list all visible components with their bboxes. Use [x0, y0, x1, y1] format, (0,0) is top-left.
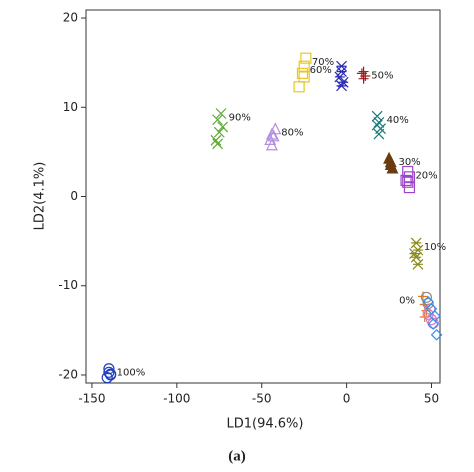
point [358, 73, 369, 84]
x-tick-label: 50 [424, 392, 439, 406]
point [356, 68, 367, 79]
point [298, 71, 310, 83]
point [419, 311, 430, 322]
point [103, 366, 115, 378]
point [213, 126, 225, 138]
point [373, 117, 385, 128]
cluster-label: 50% [371, 71, 393, 82]
x-tick-label: -50 [252, 392, 272, 406]
cluster-label: 10% [424, 242, 446, 253]
point [424, 303, 436, 315]
point [427, 317, 439, 329]
cluster-label: 20% [415, 171, 437, 182]
plot-frame [85, 9, 441, 384]
point [105, 369, 117, 381]
point [409, 248, 420, 260]
point [293, 81, 305, 93]
point [105, 368, 117, 380]
point [420, 291, 433, 303]
point [336, 80, 347, 92]
point [212, 114, 224, 126]
y-tick-label: -10 [58, 278, 78, 292]
point [422, 297, 434, 310]
point [400, 174, 412, 187]
point [296, 67, 309, 79]
x-tick-label: -150 [78, 392, 105, 406]
cluster-label: 0% [399, 295, 415, 306]
cluster-label: 80% [281, 128, 303, 139]
cluster-label: 60% [310, 65, 332, 76]
point [336, 60, 347, 72]
point [267, 129, 280, 142]
point [298, 60, 310, 72]
point [212, 138, 224, 150]
point [430, 328, 443, 341]
y-tick-label: -20 [58, 367, 78, 381]
point [215, 108, 227, 119]
point [371, 110, 383, 122]
point [410, 237, 422, 249]
caption: (a) [228, 448, 246, 464]
point [210, 134, 222, 146]
cluster-label: 100% [117, 368, 146, 379]
point [427, 318, 440, 330]
point [217, 121, 229, 133]
y-tick-label: 0 [70, 189, 78, 203]
point [421, 305, 432, 316]
y-axis-title: LD2(4.1%) [33, 162, 48, 231]
point [371, 119, 383, 131]
cluster-label: 90% [229, 113, 251, 124]
cluster-label: 30% [398, 157, 420, 168]
point [373, 128, 385, 140]
x-tick-label: -100 [163, 392, 190, 406]
y-tick-label: 20 [63, 11, 78, 25]
y-tick-label: 10 [63, 100, 78, 114]
x-tick-label: 0 [343, 392, 351, 406]
point [300, 52, 312, 64]
cluster-label: 40% [387, 115, 409, 126]
point [334, 71, 346, 83]
point [103, 363, 115, 375]
x-axis-title: LD1(94.6%) [227, 417, 304, 432]
cluster-label: 70% [312, 57, 334, 68]
point [265, 138, 278, 151]
point [101, 372, 113, 384]
point [386, 161, 399, 174]
point [403, 181, 416, 194]
point [412, 258, 424, 270]
point [384, 155, 397, 168]
